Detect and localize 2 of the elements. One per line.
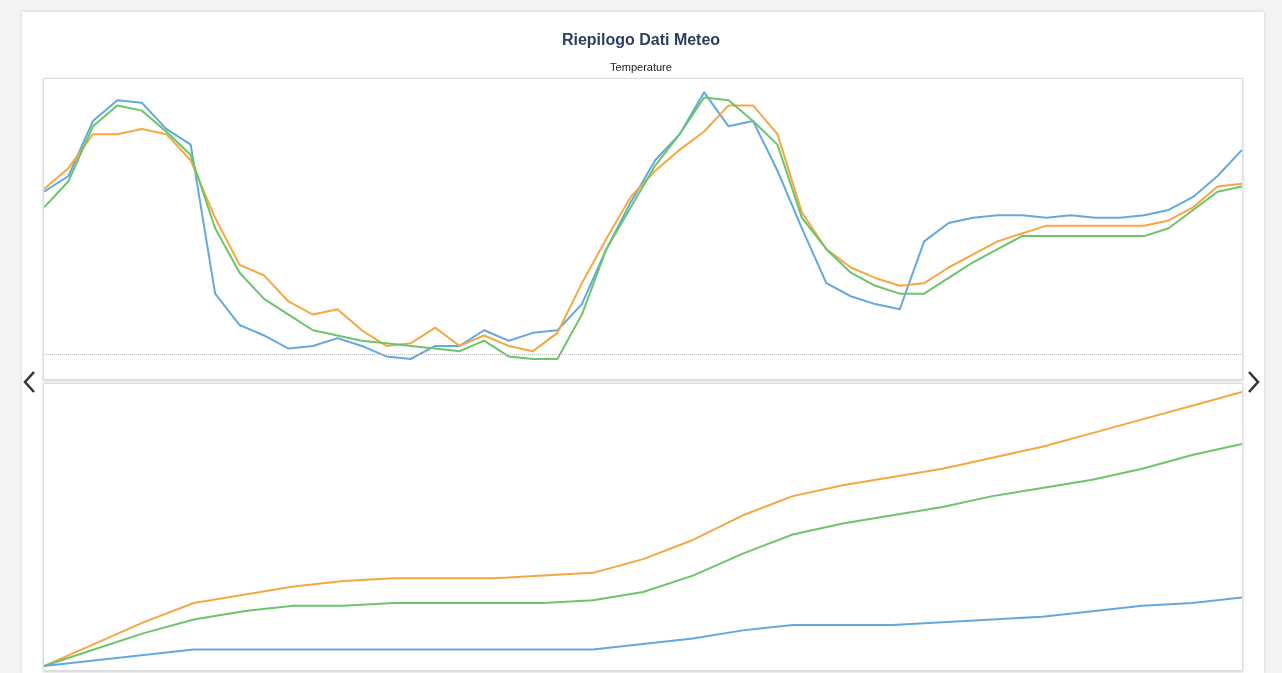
chart-title: Riepilogo Dati Meteo (560, 31, 722, 49)
chart-subtitle: Temperature (609, 61, 673, 73)
